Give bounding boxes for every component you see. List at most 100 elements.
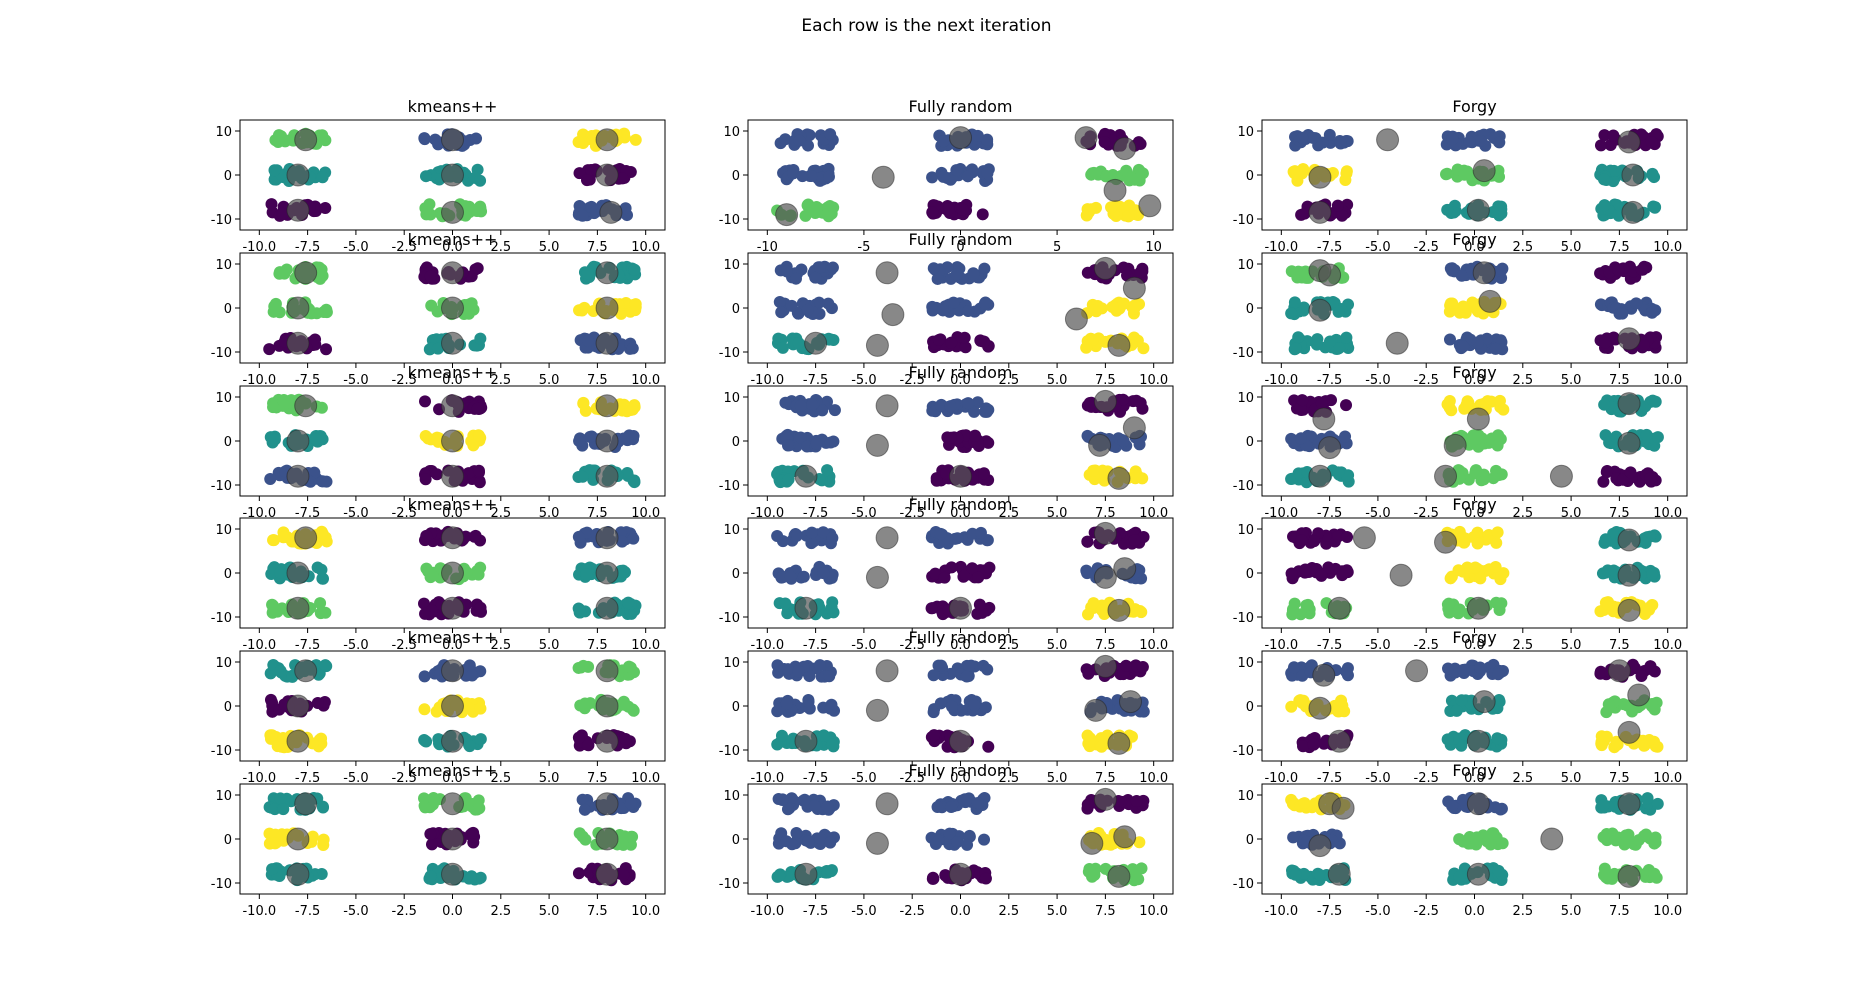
x-tick-label: -7.5: [295, 373, 320, 388]
data-point: [810, 437, 823, 450]
data-point: [825, 701, 838, 714]
cluster-center: [1064, 307, 1088, 331]
data-point: [971, 396, 984, 409]
data-point: [1492, 668, 1505, 681]
data-point: [961, 170, 974, 183]
data-point: [464, 702, 477, 715]
y-tick-label: 10: [723, 523, 740, 538]
data-point: [809, 271, 822, 284]
x-tick-label: -2.5: [900, 771, 925, 786]
x-tick-label: -10.0: [242, 904, 276, 919]
data-point: [1635, 670, 1648, 683]
data-point: [1455, 694, 1468, 707]
data-point: [1598, 199, 1611, 212]
data-point: [311, 696, 324, 709]
data-point: [266, 599, 279, 612]
data-point: [1081, 567, 1094, 580]
x-tick-label: -2.5: [1414, 373, 1439, 388]
data-point: [1489, 342, 1502, 355]
cluster-center: [294, 261, 318, 285]
x-tick-label: -2.5: [900, 506, 925, 521]
data-point: [803, 670, 816, 683]
x-tick-label: 0.0: [950, 373, 971, 388]
x-tick-label: -5.0: [851, 771, 876, 786]
data-point: [577, 397, 590, 410]
data-point: [1130, 794, 1143, 807]
x-tick-label: -10.0: [1264, 638, 1298, 653]
data-point: [971, 797, 984, 810]
data-point: [1597, 831, 1610, 844]
data-point: [627, 532, 640, 545]
x-tick-label: -2.5: [392, 240, 417, 255]
y-tick-label: 0: [224, 567, 232, 582]
data-point: [779, 396, 792, 409]
x-tick-label: -10.0: [750, 904, 784, 919]
cluster-center: [441, 526, 464, 550]
cluster-center: [441, 261, 464, 285]
data-point: [792, 307, 805, 320]
cluster-center: [595, 526, 619, 550]
data-point: [474, 332, 487, 345]
data-point: [1450, 704, 1463, 717]
data-point: [1443, 333, 1456, 346]
cluster-center: [1405, 659, 1429, 683]
data-point: [1493, 693, 1506, 706]
x-tick-label: 5.0: [539, 506, 560, 521]
data-point: [1087, 464, 1100, 477]
y-tick-label: 0: [732, 700, 740, 715]
data-point: [789, 272, 802, 285]
cluster-center: [1617, 792, 1641, 816]
data-point: [1453, 603, 1466, 616]
subplot-title: Forgy: [1452, 230, 1496, 249]
data-point: [1105, 201, 1118, 214]
data-point: [1651, 431, 1664, 444]
data-point: [792, 665, 805, 678]
cluster-center: [595, 729, 619, 753]
data-point: [1310, 338, 1323, 351]
data-point: [1295, 534, 1308, 547]
data-point: [931, 272, 944, 285]
x-tick-label: -10.0: [242, 638, 276, 653]
data-point: [629, 298, 642, 311]
x-tick-label: -7.5: [1317, 904, 1342, 919]
x-tick-label: -5.0: [343, 240, 368, 255]
data-point: [431, 434, 444, 447]
cluster-center: [1107, 598, 1131, 622]
cluster-center: [949, 729, 972, 753]
data-point: [277, 395, 290, 408]
data-point: [801, 303, 814, 316]
data-point: [1336, 569, 1349, 582]
data-point: [828, 404, 841, 417]
y-tick-label: 0: [732, 302, 740, 317]
cluster-center: [441, 464, 464, 488]
data-point: [979, 872, 992, 885]
x-tick-label: -2.5: [900, 638, 925, 653]
data-point: [429, 133, 442, 146]
data-point: [431, 342, 444, 355]
data-point: [1288, 167, 1301, 180]
x-tick-label: 7.5: [1609, 904, 1630, 919]
cluster-center: [595, 659, 619, 683]
x-tick-label: 5.0: [1047, 771, 1068, 786]
y-tick-label: 0: [732, 435, 740, 450]
subplot-forgy-row-2: Forgy 10 0 -10 -10.0 -7.5 -5.0 -2.5 0.0 2.5 5.0 7.5…: [1233, 363, 1688, 521]
x-tick-label: 7.5: [1095, 506, 1116, 521]
cluster-center: [1312, 407, 1336, 431]
data-point: [418, 132, 431, 145]
cluster-center: [865, 698, 889, 722]
data-point: [319, 659, 332, 672]
data-point: [1651, 797, 1664, 810]
y-tick-label: 10: [1237, 391, 1254, 406]
x-tick-label: -2.5: [900, 373, 925, 388]
data-point: [937, 135, 950, 148]
data-point: [1484, 838, 1497, 851]
data-point: [1457, 536, 1470, 549]
data-point: [580, 568, 593, 581]
x-tick-label: 7.5: [1609, 373, 1630, 388]
data-point: [967, 268, 980, 281]
data-point: [320, 306, 333, 319]
data-point: [929, 837, 942, 850]
data-point: [277, 803, 290, 816]
